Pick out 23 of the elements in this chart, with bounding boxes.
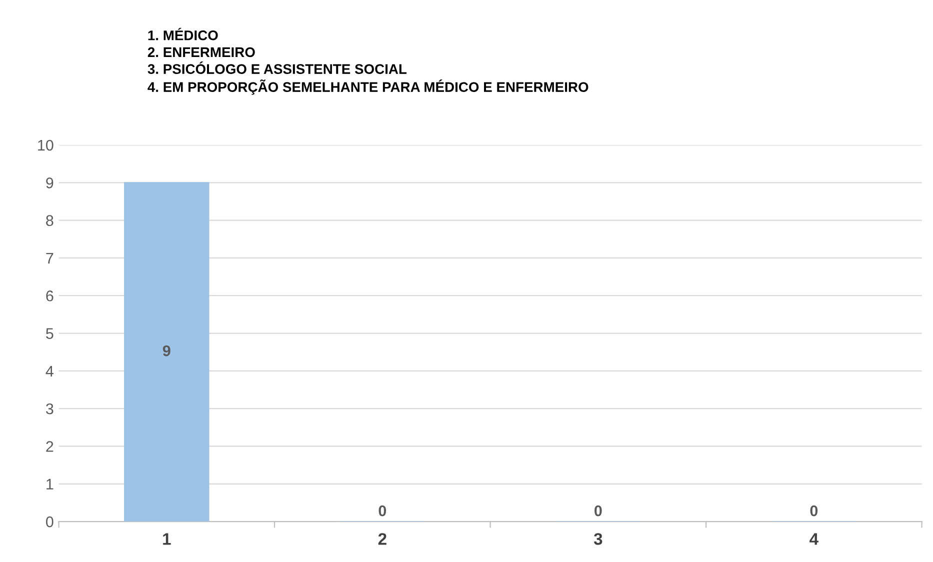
text: 4. EM PROPORÇÃO SEMELHANTE PARA MÉDICO E ENFERMEIRO (148, 79, 588, 95)
y-tick-label: 4 (46, 366, 54, 376)
y-tick-label: 6 (46, 290, 54, 302)
data-label: 0 (810, 505, 818, 516)
y-tick-label: 8 (46, 215, 54, 226)
text: 3. PSICÓLOGO E ASSISTENTE SOCIAL (148, 62, 407, 74)
data-label: 9 (162, 345, 170, 356)
y-tick-label: 0 (46, 516, 54, 528)
y-tick-label: 1 (46, 478, 54, 490)
y-tick-label: 10 (38, 140, 54, 151)
y-tick-label: 2 (46, 441, 54, 452)
x-tick-label: 2 (378, 533, 386, 545)
y-tick-label: 9 (46, 178, 54, 188)
y-tick-label: 5 (46, 328, 54, 339)
x-tick-label: 1 (163, 533, 171, 545)
y-tick-label: 3 (46, 403, 54, 414)
data-label: 0 (594, 505, 602, 516)
text: 1. MÉDICO (148, 28, 218, 40)
data-label: 0 (378, 505, 386, 516)
y-tick-label: 7 (46, 252, 54, 264)
text: 2. ENFERMEIRO (148, 47, 255, 58)
x-tick-label: 3 (594, 533, 602, 545)
x-tick-label: 4 (810, 533, 818, 545)
